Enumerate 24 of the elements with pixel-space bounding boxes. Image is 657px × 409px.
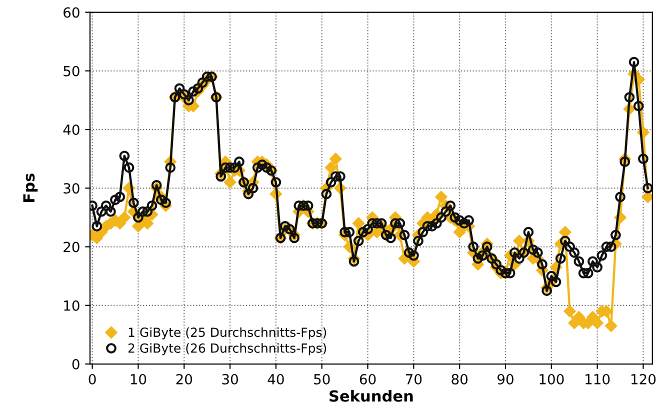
- x-tick-label: 70: [406, 374, 422, 384]
- y-tick-label: 50: [64, 66, 80, 76]
- x-tick-label: 120: [631, 374, 656, 384]
- x-tick-label: 90: [498, 374, 514, 384]
- y-tick-label: 0: [72, 358, 80, 370]
- x-tick-label: 50: [314, 374, 330, 384]
- x-axis-title: Sekunden: [330, 390, 413, 402]
- x-tick-label: 20: [176, 374, 192, 384]
- y-tick-label: 30: [64, 183, 80, 194]
- legend-label: 2 GiByte (26 Durchschnitts-Fps): [128, 343, 326, 356]
- x-tick-label: 80: [452, 374, 468, 384]
- x-tick-label: 110: [586, 374, 610, 384]
- y-tick-label: 10: [64, 300, 80, 311]
- x-tick-label: 40: [268, 374, 284, 384]
- y-tick-label: 40: [63, 124, 80, 135]
- x-tick-label: 30: [222, 374, 238, 384]
- x-tick-label: 10: [130, 374, 146, 384]
- x-tick-label: 60: [360, 374, 376, 384]
- y-axis-title: Fps: [23, 174, 38, 202]
- y-tick-label: 20: [64, 242, 80, 252]
- x-tick-label: 0: [88, 374, 96, 384]
- legend-label: 1 GiByte (25 Durchschnitts-Fps): [128, 327, 326, 340]
- y-tick-label: 60: [64, 7, 80, 18]
- x-tick-label: 100: [540, 374, 564, 384]
